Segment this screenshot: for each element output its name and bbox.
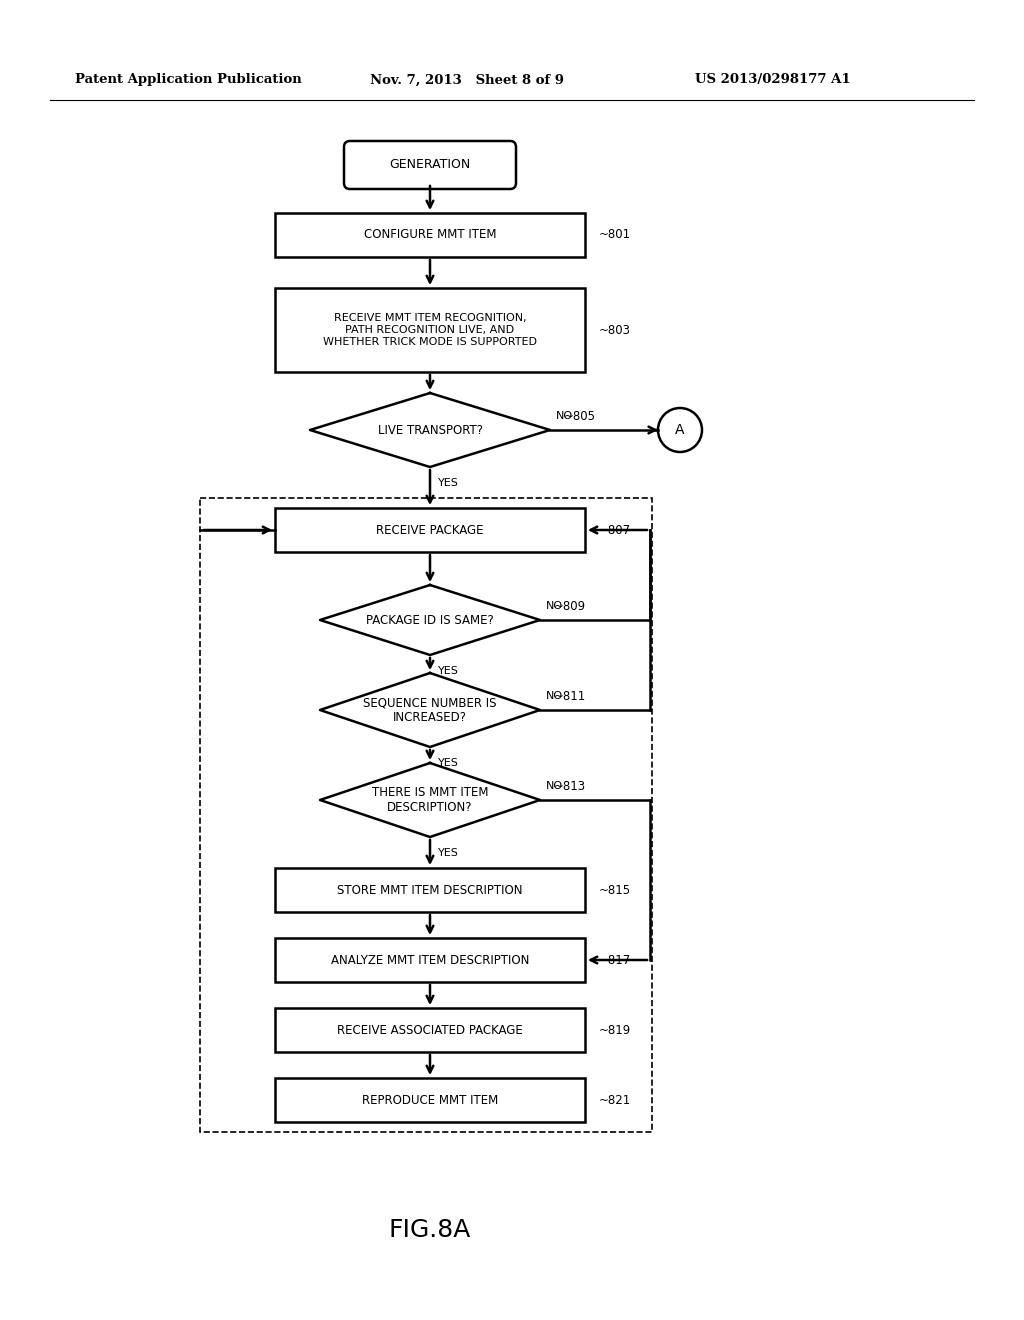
Text: YES: YES [438,667,459,676]
Bar [275,1008,585,1052]
Bar [200,498,652,1133]
Text: STORE MMT ITEM DESCRIPTION: STORE MMT ITEM DESCRIPTION [337,883,522,896]
Text: YES: YES [438,758,459,768]
Text: ~821: ~821 [599,1093,631,1106]
Bar [275,869,585,912]
Text: Nov. 7, 2013   Sheet 8 of 9: Nov. 7, 2013 Sheet 8 of 9 [370,74,564,87]
Text: ~811: ~811 [554,689,587,702]
Text: US 2013/0298177 A1: US 2013/0298177 A1 [695,74,851,87]
Text: FIG.8A: FIG.8A [389,1218,471,1242]
Text: PACKAGE ID IS SAME?: PACKAGE ID IS SAME? [367,614,494,627]
FancyBboxPatch shape [344,141,516,189]
Text: RECEIVE MMT ITEM RECOGNITION,
PATH RECOGNITION LIVE, AND
WHETHER TRICK MODE IS S: RECEIVE MMT ITEM RECOGNITION, PATH RECOG… [323,313,537,347]
Text: ~803: ~803 [599,323,631,337]
Text: NO: NO [546,781,563,791]
Text: A: A [675,422,685,437]
Text: LIVE TRANSPORT?: LIVE TRANSPORT? [378,424,482,437]
Circle shape [658,408,702,451]
Text: ~813: ~813 [554,780,586,792]
Text: RECEIVE PACKAGE: RECEIVE PACKAGE [376,524,483,536]
Text: Patent Application Publication: Patent Application Publication [75,74,302,87]
Text: SEQUENCE NUMBER IS
INCREASED?: SEQUENCE NUMBER IS INCREASED? [364,696,497,723]
Text: ~809: ~809 [554,599,586,612]
Text: ANALYZE MMT ITEM DESCRIPTION: ANALYZE MMT ITEM DESCRIPTION [331,953,529,966]
Bar [275,939,585,982]
Text: THERE IS MMT ITEM
DESCRIPTION?: THERE IS MMT ITEM DESCRIPTION? [372,785,488,814]
Text: ~801: ~801 [599,228,631,242]
Text: NO: NO [546,601,563,611]
Text: ~819: ~819 [599,1023,631,1036]
Text: ~807: ~807 [599,524,631,536]
Bar [275,213,585,257]
Text: REPRODUCE MMT ITEM: REPRODUCE MMT ITEM [361,1093,498,1106]
Text: ~815: ~815 [599,883,631,896]
Text: CONFIGURE MMT ITEM: CONFIGURE MMT ITEM [364,228,497,242]
Text: RECEIVE ASSOCIATED PACKAGE: RECEIVE ASSOCIATED PACKAGE [337,1023,523,1036]
Bar [275,288,585,372]
Bar [275,508,585,552]
Text: YES: YES [438,847,459,858]
Text: NO: NO [556,411,573,421]
Text: ~805: ~805 [564,409,596,422]
Text: GENERATION: GENERATION [389,158,471,172]
Text: ~817: ~817 [599,953,631,966]
Bar [275,1078,585,1122]
Text: YES: YES [438,478,459,488]
Text: NO: NO [546,690,563,701]
